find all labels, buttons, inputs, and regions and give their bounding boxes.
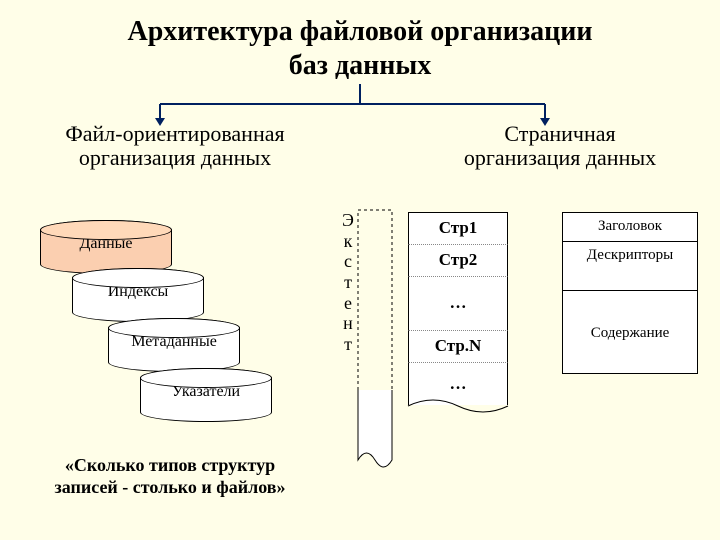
cylinder-1: Индексы: [72, 268, 204, 322]
cylinder-0: Данные: [40, 220, 172, 274]
page-cell-3: Стр.N: [408, 330, 508, 362]
quote-text: «Сколько типов структур записей - стольк…: [30, 455, 310, 498]
title-line2: баз данных: [289, 50, 432, 81]
descriptor-cell-2: Содержание: [562, 290, 698, 374]
branch-left-label: Файл-ориентированная организация данных: [45, 122, 305, 170]
descriptors-column: ЗаголовокДескрипторыСодержание: [562, 212, 698, 373]
page-cell-0: Стр1: [408, 212, 508, 244]
descriptor-cell-1: Дескрипторы: [562, 241, 698, 291]
page-title: Архитектура файловой организации баз дан…: [0, 15, 720, 82]
descriptor-cell-0: Заголовок: [562, 212, 698, 242]
page-cell-1: Стр2: [408, 244, 508, 276]
branch-right-label: Страничная организация данных: [430, 122, 690, 170]
cylinder-3: Указатели: [140, 368, 272, 422]
extent-vertical-label: Экстент: [340, 210, 356, 355]
title-line1: Архитектура файловой организации: [128, 16, 593, 47]
page-cell-2: …: [408, 276, 508, 330]
cylinder-2: Метаданные: [108, 318, 240, 372]
page-cell-4: …: [408, 362, 508, 406]
